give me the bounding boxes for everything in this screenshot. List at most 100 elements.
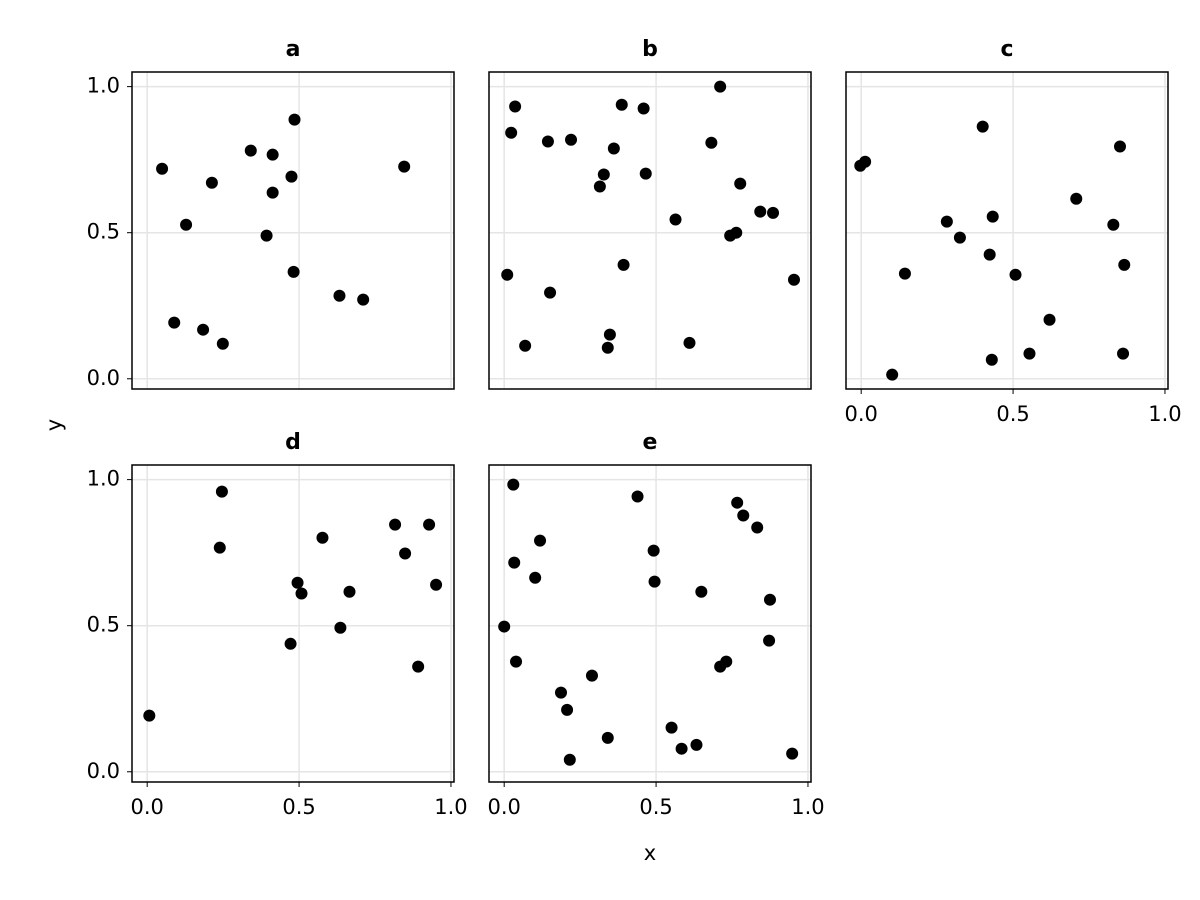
point [607,142,620,155]
point [284,637,297,650]
point [287,265,300,278]
point [734,177,747,190]
point [333,289,346,302]
point [501,268,514,281]
point [617,258,630,271]
point [986,210,999,223]
point [215,485,228,498]
point [615,98,628,111]
point [669,213,682,226]
x-axis-label: x [644,841,656,865]
y-tick-label: 0.5 [87,613,120,637]
point [197,323,210,336]
point [754,205,767,218]
point [665,721,678,734]
y-tick-label: 0.5 [87,220,120,244]
x-tick-label: 1.0 [1148,402,1181,426]
point [639,167,652,180]
point [1070,192,1083,205]
point [730,226,743,239]
point [714,80,727,93]
point [266,186,279,199]
point [603,328,616,341]
point [399,547,412,560]
point [412,660,425,673]
point [544,286,557,299]
point [647,544,660,557]
x-tick-label: 0.5 [996,402,1029,426]
point [953,231,966,244]
panel-title: d [285,430,301,455]
point [690,738,703,751]
point [260,229,273,242]
point [976,120,989,133]
point [1107,218,1120,231]
point [787,273,800,286]
x-tick-label: 0.0 [844,402,877,426]
point [859,155,872,168]
point [601,341,614,354]
point [585,669,598,682]
panel-frame [845,71,1169,390]
point [763,634,776,647]
point [751,521,764,534]
panel-title: e [643,430,658,455]
x-tick-label: 1.0 [791,795,824,819]
point [705,136,718,149]
point [1023,347,1036,360]
point [763,593,776,606]
point [244,144,257,157]
point [291,576,304,589]
point [423,518,436,531]
point [357,293,370,306]
point [168,316,181,329]
point [886,368,899,381]
point [430,578,443,591]
panel-frame [488,71,812,390]
point [285,170,298,183]
point [898,267,911,280]
point [498,620,511,633]
panel-frame [488,464,812,783]
point [343,585,356,598]
point [389,518,402,531]
y-tick-label: 0.0 [87,759,120,783]
point [519,339,532,352]
point [737,509,750,522]
point [334,621,347,634]
point [601,731,614,744]
point [507,478,520,491]
y-axis-label: y [42,419,66,431]
point [216,337,229,350]
point [786,747,799,760]
point [143,709,156,722]
point [563,753,576,766]
point [266,148,279,161]
panel-title: a [286,37,301,62]
point [398,160,411,173]
point [565,133,578,146]
point [1118,258,1131,271]
x-tick-label: 0.5 [282,795,315,819]
point [295,587,308,600]
x-tick-label: 1.0 [434,795,467,819]
x-tick-label: 0.0 [130,795,163,819]
point [1009,268,1022,281]
point [534,534,547,547]
y-tick-label: 1.0 [87,467,120,491]
point [505,126,518,139]
point [529,571,542,584]
point [510,655,523,668]
point [940,215,953,228]
point [288,113,301,126]
point [1114,140,1127,153]
point [675,742,688,755]
point [597,168,610,181]
x-tick-label: 0.5 [639,795,672,819]
point [561,703,574,716]
point [1117,347,1130,360]
panel-title: c [1000,37,1013,62]
point [180,218,193,231]
point [767,206,780,219]
